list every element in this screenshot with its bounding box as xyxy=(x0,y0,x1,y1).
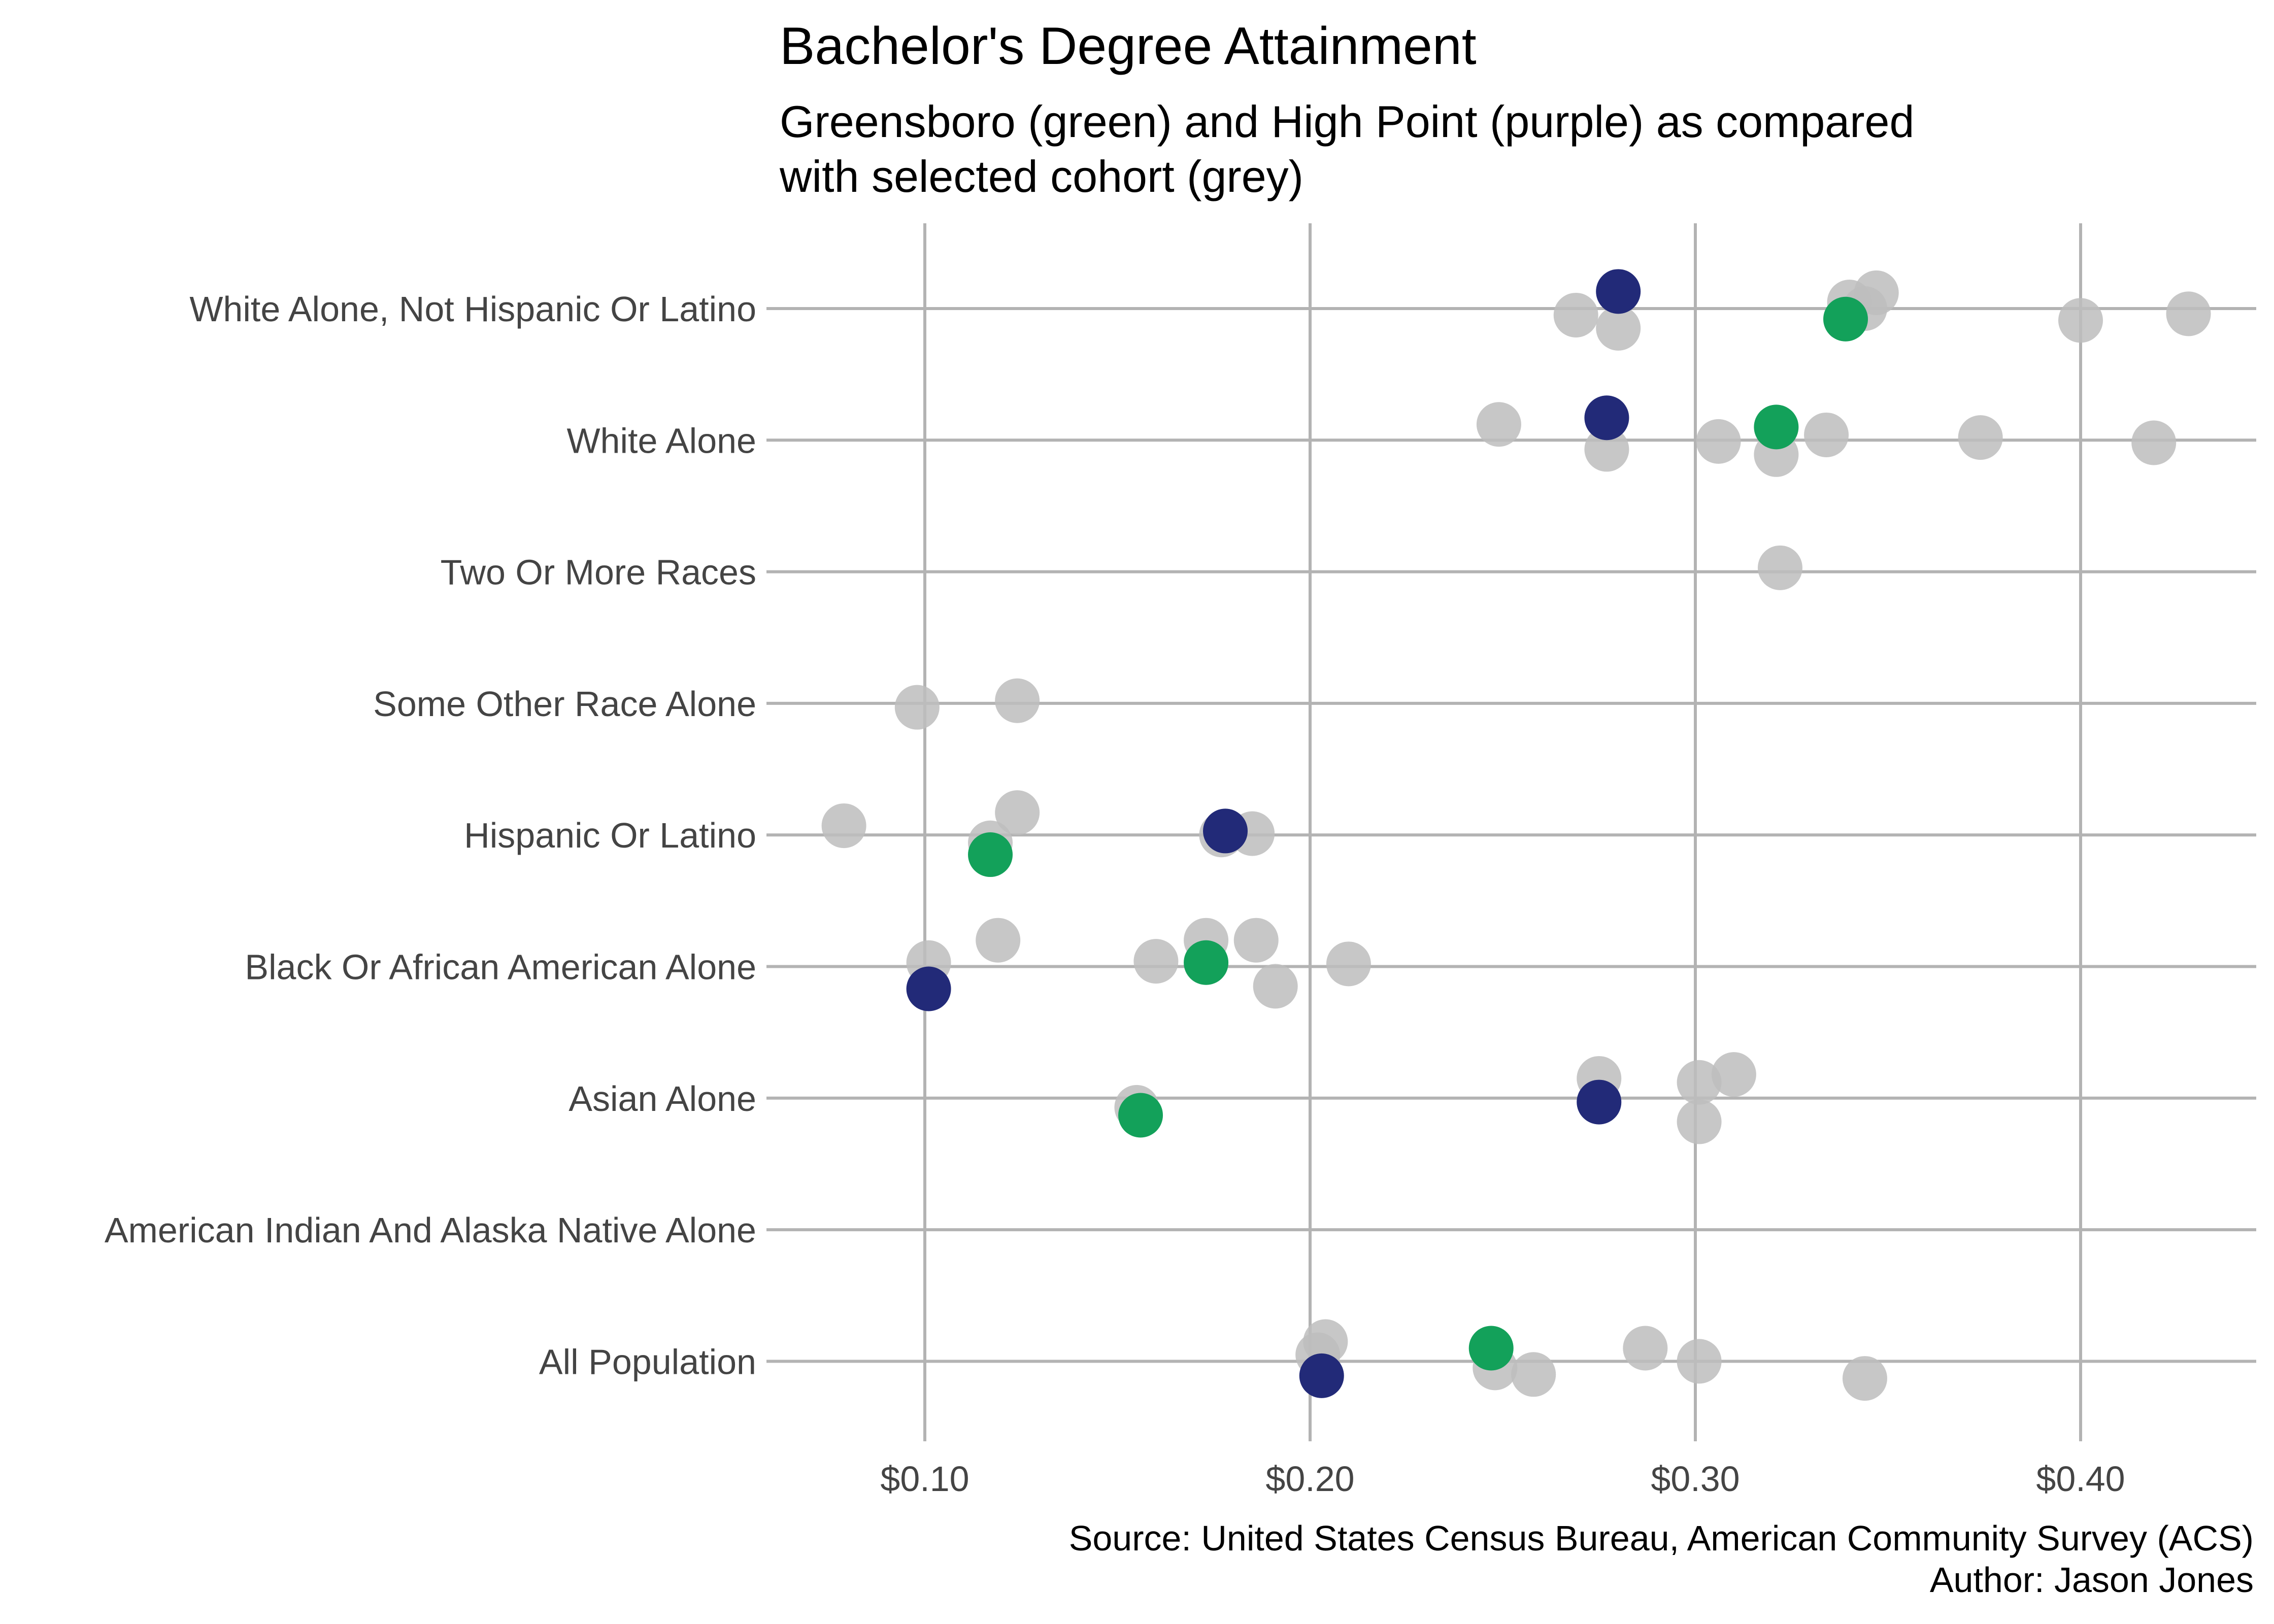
y-label-black-or-african-american-alone: Black Or African American Alone xyxy=(245,948,756,987)
cohort-point xyxy=(1326,941,1371,987)
cohort-point xyxy=(894,685,940,730)
y-label-white-alone: White Alone xyxy=(566,421,756,460)
cohort-point xyxy=(995,678,1040,723)
cohort-point xyxy=(1677,1099,1722,1144)
x-axis-labels: $0.10 $0.20 $0.30 $0.40 xyxy=(880,1459,2125,1499)
cohort-point xyxy=(1677,1339,1722,1384)
cohort-point xyxy=(1804,412,1849,457)
cohort-point xyxy=(976,918,1021,963)
cohort-point xyxy=(1133,939,1179,984)
cohort-point xyxy=(1584,427,1629,472)
greensboro-point xyxy=(1118,1093,1163,1138)
cohort-point xyxy=(1854,270,1899,315)
high-point-point xyxy=(1203,808,1248,854)
greensboro-points xyxy=(968,296,1868,1371)
x-tick-label: $0.30 xyxy=(1651,1459,1740,1499)
chart-subtitle-line-2: with selected cohort (grey) xyxy=(779,151,1303,201)
y-label-hispanic-or-latino: Hispanic Or Latino xyxy=(464,816,756,855)
cohort-point xyxy=(1233,918,1279,963)
greensboro-point xyxy=(1184,940,1229,985)
chart-caption-author: Author: Jason Jones xyxy=(1930,1560,2254,1600)
cohort-point xyxy=(1623,1326,1668,1371)
cohort-point xyxy=(1253,964,1298,1009)
cohort-point xyxy=(1596,306,1641,351)
chart-caption-source: Source: United States Census Bureau, Ame… xyxy=(1069,1518,2254,1558)
cohort-point xyxy=(1303,1319,1348,1364)
high-point-point xyxy=(906,966,951,1011)
y-label-some-other-race-alone: Some Other Race Alone xyxy=(373,684,756,724)
high-point-point xyxy=(1596,269,1641,314)
vertical-gridlines xyxy=(923,223,2082,1441)
y-label-american-indian-and-alaska-native-alone: American Indian And Alaska Native Alone xyxy=(105,1210,756,1250)
x-tick-label: $0.10 xyxy=(880,1459,969,1499)
x-tick-label: $0.40 xyxy=(2036,1459,2125,1499)
y-label-two-or-more-races: Two Or More Races xyxy=(441,553,756,592)
cohort-point xyxy=(1677,1060,1722,1105)
cohort-point xyxy=(1958,415,2003,460)
cohort-point xyxy=(1511,1352,1556,1397)
y-axis-labels: White Alone, Not Hispanic Or Latino White… xyxy=(105,289,756,1381)
chart-title: Bachelor's Degree Attainment xyxy=(780,17,1477,76)
y-label-all-population: All Population xyxy=(539,1342,756,1381)
cohort-point xyxy=(2058,298,2103,343)
y-label-asian-alone: Asian Alone xyxy=(568,1079,756,1119)
cohort-point xyxy=(995,790,1040,835)
cohort-point xyxy=(1476,402,1521,447)
high-point-point xyxy=(1577,1079,1622,1125)
cohort-point xyxy=(1553,292,1598,337)
chart-subtitle-line-1: Greensboro (green) and High Point (purpl… xyxy=(780,96,1914,147)
cohort-point xyxy=(1711,1052,1756,1097)
x-tick-label: $0.20 xyxy=(1265,1459,1354,1499)
cohort-point xyxy=(2166,291,2211,336)
greensboro-point xyxy=(1823,296,1868,342)
greensboro-point xyxy=(968,832,1013,877)
cohort-point xyxy=(821,803,866,849)
high-point-points xyxy=(906,269,1641,1398)
cohort-point xyxy=(2131,420,2177,465)
greensboro-point xyxy=(1468,1326,1514,1371)
y-label-white-alone-not-hispanic-or-latino: White Alone, Not Hispanic Or Latino xyxy=(189,289,756,329)
cohort-point xyxy=(1757,545,1802,590)
high-point-point xyxy=(1584,395,1629,441)
high-point-point xyxy=(1299,1353,1344,1398)
cohort-point xyxy=(1842,1356,1887,1401)
greensboro-point xyxy=(1754,404,1799,450)
cohort-point xyxy=(1696,419,1741,464)
